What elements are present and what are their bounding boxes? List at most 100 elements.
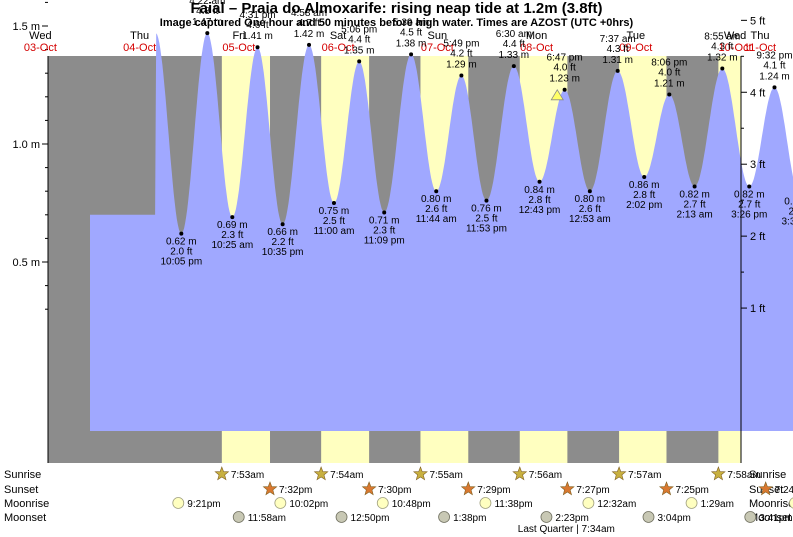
moonset-time-label: 1:38pm	[453, 513, 486, 524]
tide-ft-label: 4.0 ft	[658, 67, 680, 78]
sunrise-time-label: 7:55am	[429, 470, 462, 481]
tide-time-label: 4:22 am	[189, 0, 225, 7]
day-date: 11-Oct	[744, 42, 776, 54]
tide-time-label: 11:53 pm	[466, 224, 507, 235]
tide-m-label: 0.86 m	[629, 180, 660, 191]
high-tide-point	[307, 42, 312, 47]
low-tide-point	[331, 201, 336, 205]
tide-time-label: 12:53 am	[569, 214, 611, 225]
tide-time-label: 4:31 pm	[239, 10, 275, 21]
sunrise-row-label-left: Sunrise	[4, 469, 41, 481]
tide-ft-label: 2.2 ft	[271, 237, 293, 248]
moonrise-icon	[376, 497, 389, 509]
tide-m-label: 1.38 m	[396, 38, 427, 49]
tide-m-label: 1.33 m	[499, 50, 530, 61]
tide-m-label: 0.82 m	[734, 189, 765, 200]
moonrise-icon	[274, 497, 287, 509]
tide-ft-label: 4.1 ft	[763, 60, 785, 71]
tide-time-label: 11:09 pm	[364, 235, 405, 246]
tide-ft-label: 2.6 ft	[788, 207, 793, 218]
high-tide-point	[205, 31, 210, 36]
day-date: 05-Oct	[222, 42, 255, 54]
moonrise-row-label-right: Moonrise	[749, 498, 793, 510]
low-tide-point	[382, 210, 387, 215]
tide-time-label: 5:06 pm	[341, 24, 377, 35]
sunset-time-label: 7:32pm	[279, 485, 312, 496]
moonset-time-label: 2:23pm	[555, 513, 588, 524]
high-tide-point	[615, 68, 620, 73]
moonset-icon	[438, 511, 450, 523]
tide-ft-label: 2.3 ft	[373, 225, 395, 236]
tide-ft-label: 4.4 ft	[348, 34, 370, 45]
sunset-star-icon	[758, 481, 774, 496]
moonset-icon	[540, 511, 553, 523]
tide-m-label: 0.62 m	[166, 237, 197, 248]
tide-m-label: 0.75 m	[319, 206, 350, 217]
low-tide-point	[230, 215, 235, 220]
low-tide-point	[179, 231, 184, 236]
tide-m-label: 0.80 m	[575, 194, 606, 205]
tide-m-label: 1.23 m	[549, 74, 580, 85]
tide-m-label: 1.32 m	[707, 52, 738, 63]
day-name: Fri	[232, 30, 245, 42]
y-tick-label-m: 1.0 m	[12, 139, 40, 151]
tide-ft-label: 4.3 ft	[607, 44, 629, 55]
tide-time-label: 3:26 pm	[731, 209, 767, 220]
tide-time-label: 2:02 pm	[626, 200, 662, 211]
y-tick-label-ft: 3 ft	[750, 159, 765, 171]
tide-ft-label: 4.4 ft	[503, 39, 525, 50]
sunrise-time-label: 7:56am	[529, 470, 562, 481]
day-name: Thu	[130, 30, 149, 42]
day-name: Wed	[29, 30, 51, 42]
moonrise-icon	[685, 497, 698, 509]
moonset-icon	[642, 511, 655, 523]
tide-time-label: 11:44 am	[416, 214, 457, 225]
y-tick-label-ft: 2 ft	[750, 231, 765, 243]
tide-m-label: 1.24 m	[759, 71, 790, 82]
sunrise-star-icon	[214, 466, 230, 481]
moonrise-icon	[582, 497, 595, 509]
moonrise-time-label: 11:38pm	[494, 499, 532, 510]
tide-ft-label: 2.7 ft	[683, 199, 705, 210]
moonset-time-label: 11:58am	[248, 513, 286, 524]
tide-m-label: 0.66 m	[267, 227, 298, 238]
chart-title: Faial – Praia do Almoxarife: rising neap…	[190, 0, 603, 17]
tide-m-label: 1.35 m	[344, 45, 375, 56]
tide-time-label: 10:25 am	[211, 240, 253, 251]
sunrise-star-icon	[710, 466, 726, 481]
sunrise-star-icon	[611, 466, 627, 481]
y-tick-label-ft: 4 ft	[750, 87, 765, 99]
day-date: 07-Oct	[421, 42, 454, 54]
moonset-icon	[744, 511, 757, 523]
tide-time-label: 8:06 pm	[651, 57, 687, 68]
tide-ft-label: 4.6 ft	[246, 20, 268, 31]
current-level-marker	[550, 89, 564, 101]
day-name: Sat	[330, 30, 347, 42]
day-date: 09-Oct	[619, 42, 652, 54]
tide-time-label: 2:13 am	[677, 209, 713, 220]
sunset-time-label: 7:30pm	[378, 485, 411, 496]
low-tide-point	[692, 184, 697, 189]
tide-time-label: 9:32 pm	[756, 50, 792, 61]
moonrise-time-label: 10:48pm	[392, 499, 431, 510]
tide-ft-label: 4.8 ft	[196, 6, 218, 17]
tide-m-label: 0.79 m	[784, 197, 793, 208]
tide-time-label: 4:58 am	[291, 8, 327, 19]
sunset-row-label-left: Sunset	[4, 484, 38, 496]
low-tide-point	[280, 222, 285, 227]
sunrise-time-label: 7:53am	[231, 470, 264, 481]
sunset-time-label: 7:25pm	[675, 485, 708, 496]
tide-m-label: 1.47 m	[192, 17, 223, 28]
day-date: 03-Oct	[24, 42, 57, 54]
tide-time-label: 10:05 pm	[160, 257, 202, 268]
day-date: 04-Oct	[123, 42, 156, 54]
sunset-star-icon	[559, 481, 575, 496]
sunset-star-icon	[460, 481, 476, 496]
tide-m-label: 1.29 m	[446, 60, 477, 71]
y-tick-label-ft: 1 ft	[750, 303, 765, 315]
tide-ft-label: 2.8 ft	[633, 190, 655, 201]
high-tide-point	[667, 92, 672, 97]
tide-time-label: 12:43 pm	[519, 205, 561, 216]
day-date: 10-Oct	[719, 42, 752, 54]
